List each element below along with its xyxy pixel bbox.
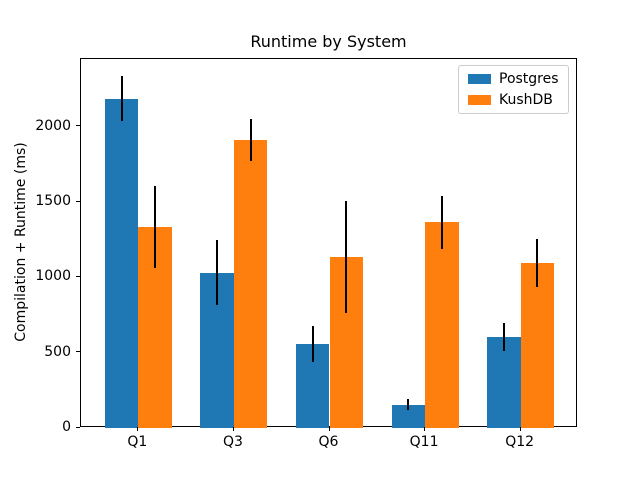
x-tick-label-q1: Q1: [127, 434, 148, 450]
bar-kushdb-q3: [233, 140, 268, 428]
legend-swatch-postgres: [468, 74, 491, 84]
y-tick-label-1000: 1000: [35, 268, 71, 285]
bar-postgres-q1: [104, 98, 139, 428]
y-tick-mark-500: [76, 351, 80, 353]
x-tick-mark-q3: [232, 427, 234, 431]
error-bar-postgres-q6: [311, 326, 314, 363]
y-tick-label-0: 0: [62, 419, 71, 435]
y-tick-mark-1500: [76, 200, 80, 202]
y-tick-label-2000: 2000: [35, 117, 71, 134]
x-tick-label-q6: Q6: [318, 434, 339, 450]
error-bar-kushdb-q11: [440, 196, 443, 249]
error-bar-kushdb-q12: [536, 238, 539, 288]
error-bar-postgres-q1: [120, 76, 123, 122]
error-bar-kushdb-q1: [154, 186, 157, 268]
x-tick-label-q3: Q3: [222, 434, 243, 450]
bar-postgres-q12: [487, 336, 521, 428]
x-tick-mark-q1: [137, 427, 139, 431]
bar-kushdb-q11: [425, 222, 459, 428]
legend: Postgres KushDB: [458, 65, 569, 114]
error-bar-postgres-q12: [502, 322, 505, 352]
error-bar-kushdb-q6: [345, 201, 348, 313]
y-tick-mark-0: [76, 426, 80, 428]
y-tick-mark-2000: [76, 125, 80, 127]
chart-title: Runtime by System: [250, 32, 407, 51]
error-bar-postgres-q11: [407, 399, 410, 410]
x-tick-label-q12: Q12: [505, 434, 535, 450]
error-bar-kushdb-q3: [249, 119, 252, 162]
legend-entry-kushdb: KushDB: [468, 93, 559, 107]
x-tick-mark-q12: [519, 427, 521, 431]
bar-postgres-q11: [391, 404, 426, 428]
x-tick-mark-q6: [328, 427, 330, 431]
y-tick-label-1500: 1500: [35, 193, 71, 210]
legend-label-postgres: Postgres: [499, 71, 559, 87]
x-tick-mark-q11: [424, 427, 426, 431]
bar-kushdb-q12: [520, 263, 555, 428]
error-bar-postgres-q3: [216, 240, 219, 306]
legend-swatch-kushdb: [468, 95, 491, 105]
y-tick-mark-1000: [76, 275, 80, 277]
y-tick-label-500: 500: [44, 343, 71, 360]
legend-label-kushdb: KushDB: [499, 92, 553, 108]
legend-entry-postgres: Postgres: [468, 72, 559, 86]
y-axis-label: Compilation + Runtime (ms): [13, 142, 29, 342]
x-tick-label-q11: Q11: [409, 434, 439, 450]
plot-area: [80, 58, 577, 428]
